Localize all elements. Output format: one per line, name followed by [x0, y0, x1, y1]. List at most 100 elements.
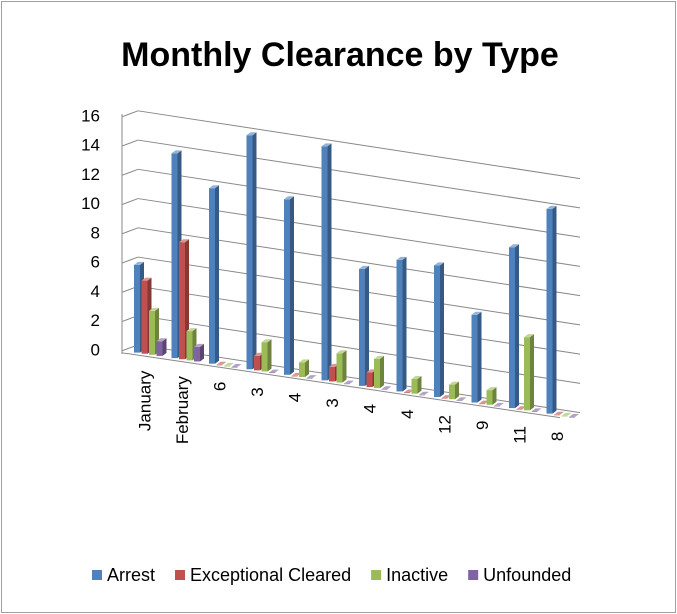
bar-top	[186, 328, 197, 332]
bar-side	[552, 205, 557, 414]
bar	[306, 378, 313, 379]
bar-top	[396, 256, 407, 260]
bar	[344, 383, 350, 385]
bar-side	[477, 311, 482, 403]
bar	[419, 394, 425, 396]
x-tick-label: 8	[548, 432, 567, 441]
legend-swatch	[468, 570, 479, 580]
bar-top	[284, 196, 294, 200]
grid-line	[121, 256, 139, 264]
bar-top	[261, 339, 272, 343]
y-tick-label: 2	[91, 311, 100, 330]
bar	[531, 411, 538, 412]
bar	[284, 199, 290, 375]
bar-top	[269, 369, 279, 373]
x-tick-label: February	[173, 376, 192, 445]
bar	[156, 341, 163, 356]
x-tick-label: January	[135, 370, 154, 431]
grid-line	[137, 139, 581, 209]
bar	[524, 337, 530, 411]
bar	[366, 372, 373, 388]
bar-top	[374, 355, 384, 359]
bar-top	[149, 307, 159, 311]
bar-side	[492, 387, 497, 405]
bar	[179, 242, 185, 360]
grid-line	[121, 139, 139, 147]
floor-edge	[121, 352, 561, 419]
bar-side	[365, 265, 369, 386]
y-tick-label: 12	[81, 165, 100, 184]
bar	[561, 415, 568, 417]
legend-label: Arrest	[107, 565, 155, 585]
bar	[441, 398, 448, 399]
bar	[554, 414, 560, 416]
y-tick-label: 10	[81, 194, 100, 213]
grid-line	[121, 198, 139, 206]
bar-top	[456, 397, 467, 401]
bar-top	[449, 381, 459, 385]
bar	[231, 367, 238, 368]
y-tick-label: 8	[91, 223, 100, 242]
bar-top	[336, 350, 347, 354]
y-tick-label: 6	[91, 253, 100, 272]
bar-side	[440, 262, 444, 397]
legend-label: Inactive	[386, 565, 448, 585]
bar-side	[267, 339, 272, 372]
bar-side	[327, 143, 332, 381]
bar	[171, 153, 178, 359]
bar	[216, 364, 223, 366]
bar	[569, 416, 575, 418]
x-tick-label: 3	[248, 387, 267, 396]
bar-top	[231, 364, 242, 368]
bar	[456, 400, 463, 401]
x-tick-label: 4	[360, 404, 379, 413]
bar-top	[419, 391, 429, 395]
bar-top	[509, 244, 519, 248]
bar-top	[524, 334, 534, 338]
bar	[224, 365, 230, 367]
bar-side	[455, 381, 459, 400]
bar	[329, 366, 335, 382]
legend-swatch	[92, 570, 102, 580]
bar-side	[402, 256, 407, 392]
bar-side	[252, 132, 257, 370]
grid-line	[121, 168, 139, 176]
bar-top	[359, 265, 369, 269]
bar-top	[554, 411, 564, 415]
x-tick-label: 11	[510, 426, 529, 444]
bar	[494, 405, 500, 407]
bar-side	[162, 338, 167, 356]
bar	[479, 403, 485, 405]
bar	[186, 331, 193, 361]
bar	[374, 358, 380, 389]
bar	[291, 375, 298, 377]
bar	[381, 389, 388, 390]
bar	[486, 390, 493, 405]
bar	[141, 280, 148, 354]
bar	[149, 310, 155, 355]
bar-top	[561, 412, 572, 416]
bar	[254, 355, 260, 371]
bar-top	[156, 338, 167, 342]
bar-side	[305, 359, 309, 378]
bar-top	[494, 402, 504, 406]
bar-top	[486, 387, 497, 391]
bar-top	[381, 386, 392, 390]
bar-top	[321, 143, 332, 147]
x-tick-label: 4	[398, 409, 417, 418]
bar-top	[306, 375, 317, 379]
legend-swatch	[175, 570, 186, 580]
bar-top	[246, 132, 257, 136]
bar	[396, 259, 403, 392]
bar-side	[380, 355, 384, 389]
bar-side	[215, 185, 219, 364]
bar-side	[515, 244, 519, 409]
bar-top	[209, 185, 219, 189]
bar-top	[194, 343, 204, 347]
bar	[546, 208, 553, 414]
bar	[509, 247, 515, 409]
bar	[134, 264, 140, 353]
bar	[404, 392, 410, 394]
